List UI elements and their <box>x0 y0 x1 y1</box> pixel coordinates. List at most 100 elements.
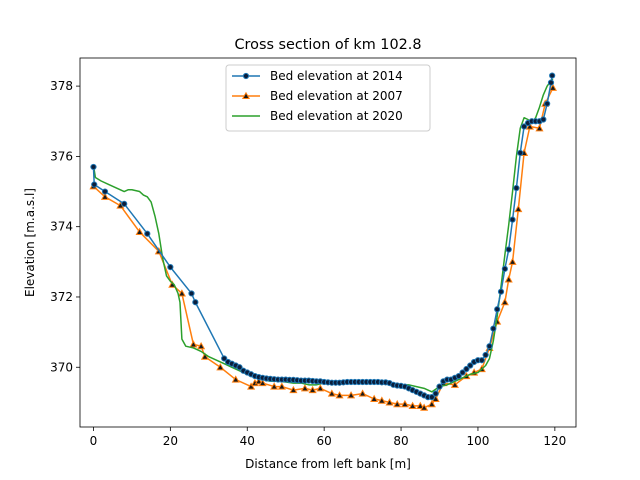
series-point <box>408 401 417 409</box>
x-tick-label: 20 <box>163 434 178 448</box>
series-point <box>490 325 497 332</box>
series-point <box>91 181 98 188</box>
series-point <box>308 385 317 394</box>
series-point <box>497 288 505 295</box>
series-point <box>535 124 544 132</box>
x-tick-label: 60 <box>317 434 332 448</box>
series-point <box>508 257 517 265</box>
y-tick-label: 374 <box>50 220 73 234</box>
chart-title: Cross section of km 102.8 <box>235 37 422 53</box>
series-point <box>327 389 336 397</box>
series-point <box>459 369 466 376</box>
series-point <box>432 390 439 397</box>
series-point <box>197 341 206 350</box>
legend: Bed elevation at 2014 Bed elevation at 20… <box>225 64 431 132</box>
series-bed-elevation-at-2007 <box>89 83 557 411</box>
x-tick-label: 120 <box>543 434 566 448</box>
series-point <box>494 306 501 313</box>
series-point <box>540 116 547 123</box>
y-tick-label: 376 <box>50 149 73 163</box>
y-tick-label: 372 <box>50 290 73 304</box>
x-axis-label: Distance from left bank [m] <box>245 457 411 471</box>
y-axis-label: Elevation [m.a.s.l] <box>23 188 37 297</box>
series-point <box>277 382 286 390</box>
series-point <box>121 200 128 207</box>
axes-frame <box>79 57 577 428</box>
plot-area <box>89 72 557 411</box>
series-point <box>90 163 97 171</box>
series-point <box>188 290 195 297</box>
series-point <box>300 384 309 392</box>
series-point <box>221 355 228 362</box>
series-point <box>544 100 551 107</box>
series-point <box>520 123 528 130</box>
series-point <box>270 382 279 390</box>
series-point <box>509 216 516 223</box>
series-point <box>514 204 523 213</box>
series-point <box>177 289 186 297</box>
series-point <box>101 188 109 195</box>
series-point <box>400 399 409 408</box>
series-point <box>258 378 267 387</box>
series-point <box>427 399 436 408</box>
series-point <box>135 227 144 236</box>
legend-label: Bed elevation at 2014 <box>270 69 403 83</box>
series-point <box>501 265 508 272</box>
series-point <box>525 122 534 130</box>
series-point <box>463 365 470 373</box>
legend-item-bed-elevation-at-2014: Bed elevation at 2014 <box>232 69 403 83</box>
series-point <box>420 403 429 411</box>
x-tick-label: 0 <box>90 434 98 448</box>
series-point <box>393 399 402 408</box>
series-point <box>192 299 199 306</box>
series-point <box>450 380 459 388</box>
series-point <box>231 375 240 383</box>
series-point <box>347 391 356 399</box>
series-point <box>189 340 198 348</box>
series-point <box>316 384 325 392</box>
series-point <box>385 398 394 406</box>
series-bed-elevation-at-2014 <box>90 72 556 401</box>
series-point <box>144 230 151 237</box>
series-point <box>370 394 379 402</box>
series-point <box>416 401 425 409</box>
series-point <box>242 72 250 80</box>
legend-item-bed-elevation-at-2007: Bed elevation at 2007 <box>232 89 403 103</box>
series-point <box>289 385 298 394</box>
series-point <box>513 184 520 192</box>
series-point <box>482 351 489 359</box>
x-tick-label: 100 <box>467 434 490 448</box>
series-point <box>247 382 256 390</box>
series-point <box>167 264 174 271</box>
series-point <box>478 357 485 364</box>
series-point <box>505 246 512 253</box>
series-point <box>547 79 555 86</box>
x-tick-label: 40 <box>240 434 255 448</box>
series-point <box>504 275 513 283</box>
series-point <box>241 91 251 100</box>
series-point <box>548 83 557 91</box>
legend-label: Bed elevation at 2007 <box>270 89 403 103</box>
series-line <box>92 87 554 409</box>
y-tick-label: 370 <box>50 360 73 374</box>
y-axis: 370 372 374 376 378 <box>50 79 80 374</box>
series-point <box>236 364 243 371</box>
series-point <box>500 298 509 306</box>
series-point <box>254 377 263 385</box>
series-point <box>100 192 110 200</box>
legend-box <box>225 64 431 132</box>
series-point <box>467 362 474 369</box>
y-tick-label: 378 <box>50 79 73 93</box>
series-point <box>377 396 386 404</box>
series-point <box>428 394 435 401</box>
series-point <box>486 343 493 350</box>
series-point <box>216 363 225 371</box>
legend-label: Bed elevation at 2020 <box>270 109 403 123</box>
series-point <box>436 383 443 390</box>
x-tick-label: 80 <box>393 434 408 448</box>
series-point <box>358 389 367 397</box>
series-point <box>200 352 210 360</box>
legend-item-bed-elevation-at-2020: Bed elevation at 2020 <box>232 109 403 123</box>
series-point <box>335 391 344 399</box>
